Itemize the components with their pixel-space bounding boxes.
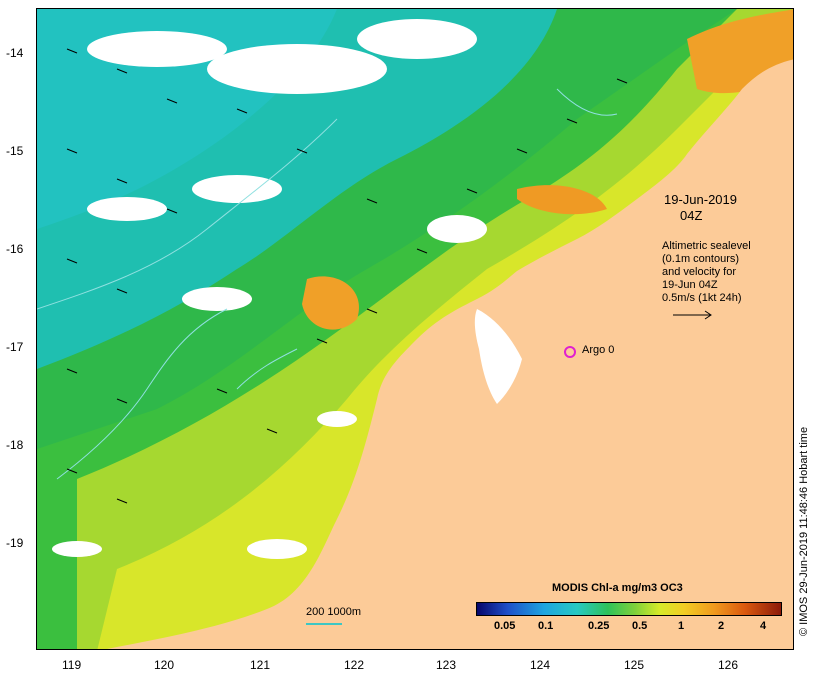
lon-tick-label: 126 — [718, 658, 739, 672]
inlet-water — [474, 309, 522, 404]
lat-tick-label: -17 — [6, 340, 24, 354]
lat-tick-label: -14 — [6, 46, 24, 60]
time-label: 04Z — [680, 208, 703, 223]
legend-line: (0.1m contours) — [662, 253, 740, 265]
date-label: 19-Jun-2019 — [664, 192, 737, 207]
orange-patch-bay — [517, 185, 607, 215]
lat-tick-label: -16 — [6, 242, 24, 256]
legend-line: 0.5m/s (1kt 24h) — [662, 292, 742, 304]
velocity-arrows — [66, 48, 628, 504]
lon-tick-label: 121 — [250, 658, 271, 672]
lat-tick-label: -19 — [6, 536, 24, 550]
colorbar-label: 0.1 — [538, 620, 554, 632]
land-mass — [107, 59, 793, 649]
credit-text: © IMOS 29-Jun-2019 11:48:46 Hobart time — [798, 426, 810, 636]
sealevel-contours — [37, 88, 618, 480]
colorbar-label: 0.05 — [494, 620, 516, 632]
colorbar-label: 0.25 — [588, 620, 610, 632]
depth-scale-label: 200 1000m — [306, 606, 362, 618]
lat-tick-label: -18 — [6, 438, 24, 452]
colorbar-title: MODIS Chl-a mg/m3 OC3 — [552, 582, 683, 594]
chlorophyll-map — [37, 9, 793, 649]
colorbar-label: 2 — [718, 620, 725, 632]
colorbar-label: 1 — [678, 620, 685, 632]
lon-tick-label: 124 — [530, 658, 551, 672]
argo-float-marker — [564, 346, 576, 358]
map-frame — [36, 8, 794, 650]
colorbar-label: 4 — [760, 620, 767, 632]
lon-tick-label: 122 — [344, 658, 365, 672]
lon-tick-label: 123 — [436, 658, 457, 672]
legend-line: and velocity for — [662, 266, 736, 278]
legend-line: Altimetric sealevel — [662, 240, 751, 252]
argo-float-label: Argo 0 — [582, 344, 615, 356]
velocity-legend-arrow — [673, 310, 712, 320]
cloud-cover — [52, 19, 487, 559]
depth-scale-bar — [306, 623, 342, 625]
lon-tick-label: 120 — [154, 658, 175, 672]
legend-line: 19-Jun 04Z — [662, 279, 718, 291]
lon-tick-label: 119 — [62, 658, 82, 672]
colorbar — [476, 602, 782, 616]
lon-tick-label: 125 — [624, 658, 645, 672]
lat-tick-label: -15 — [6, 144, 24, 158]
colorbar-label: 0.5 — [632, 620, 648, 632]
orange-patch-central — [302, 276, 359, 330]
